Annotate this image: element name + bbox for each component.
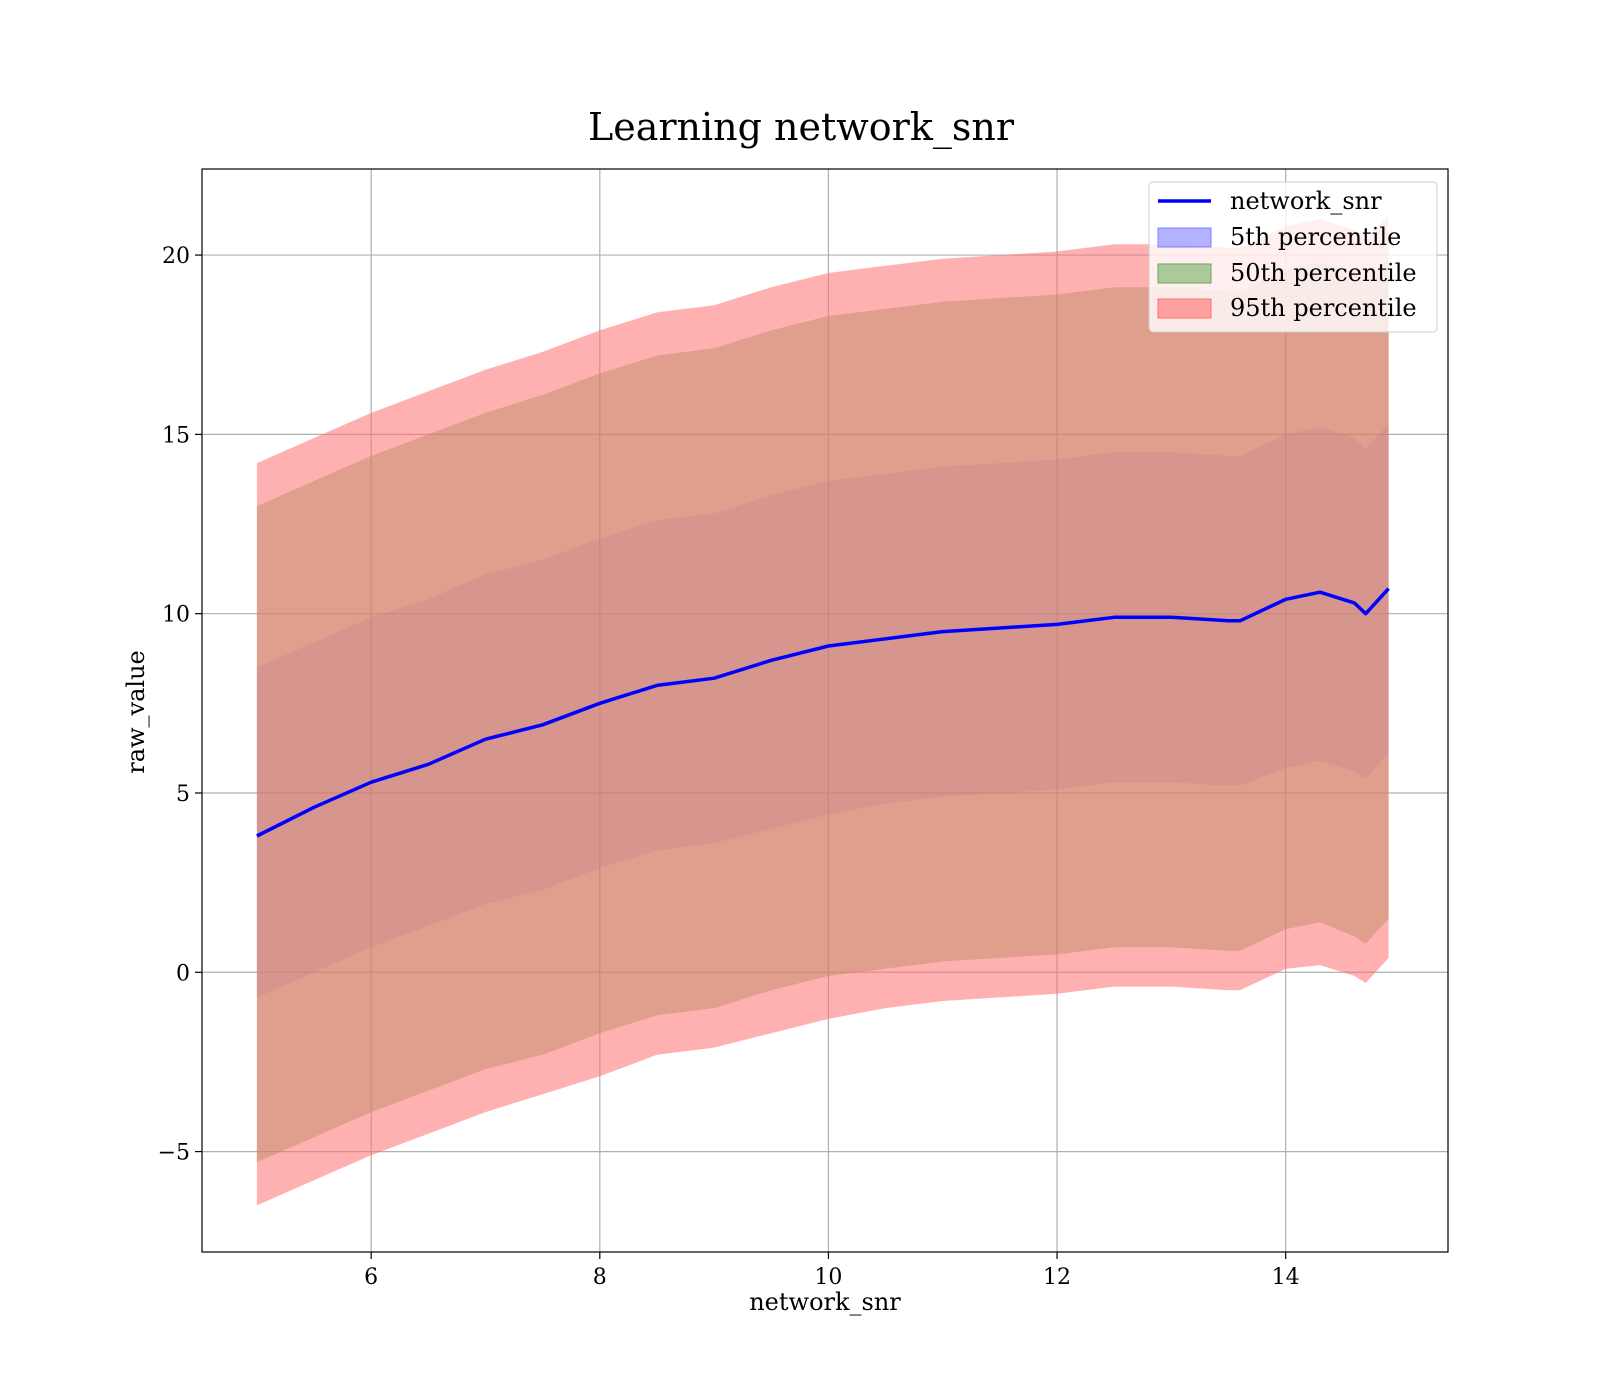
x-tick-label: 6 xyxy=(364,1265,378,1290)
x-axis-label: network_snr xyxy=(749,1288,901,1316)
y-tick-label: 5 xyxy=(176,782,190,807)
y-tick-label: 0 xyxy=(176,961,190,986)
legend: network_snr 5th percentile 50th percenti… xyxy=(1148,181,1438,333)
chart-title: Learning network_snr xyxy=(588,105,1015,150)
x-tick-label: 8 xyxy=(593,1265,607,1290)
line-layer xyxy=(256,587,1390,838)
y-tick-label: 10 xyxy=(162,603,190,628)
legend-label-network-snr: network_snr xyxy=(1230,187,1382,215)
legend-label-5th: 5th percentile xyxy=(1230,223,1401,251)
y-tick-label: −5 xyxy=(158,1141,190,1166)
band-95th xyxy=(256,215,1389,1206)
x-tick-label: 10 xyxy=(814,1265,842,1290)
y-tick-label: 15 xyxy=(162,423,190,448)
band-layer xyxy=(256,215,1389,1206)
x-tick-label: 14 xyxy=(1272,1265,1300,1290)
legend-swatch-95th xyxy=(1157,298,1212,319)
series-line-network-snr xyxy=(256,587,1390,838)
legend-swatch-50th xyxy=(1157,263,1212,284)
y-axis-label: raw_value xyxy=(122,650,150,774)
legend-swatch-5th xyxy=(1157,227,1212,248)
y-tick-label: 20 xyxy=(162,244,190,269)
tick-layer: 6 8 10 12 14 −5 0 5 10 15 20 xyxy=(158,244,1300,1290)
legend-label-50th: 50th percentile xyxy=(1230,259,1417,287)
legend-frame xyxy=(1148,181,1438,333)
legend-label-95th: 95th percentile xyxy=(1230,294,1417,322)
x-tick-label: 12 xyxy=(1043,1265,1071,1290)
plot-frame xyxy=(201,168,1449,1253)
